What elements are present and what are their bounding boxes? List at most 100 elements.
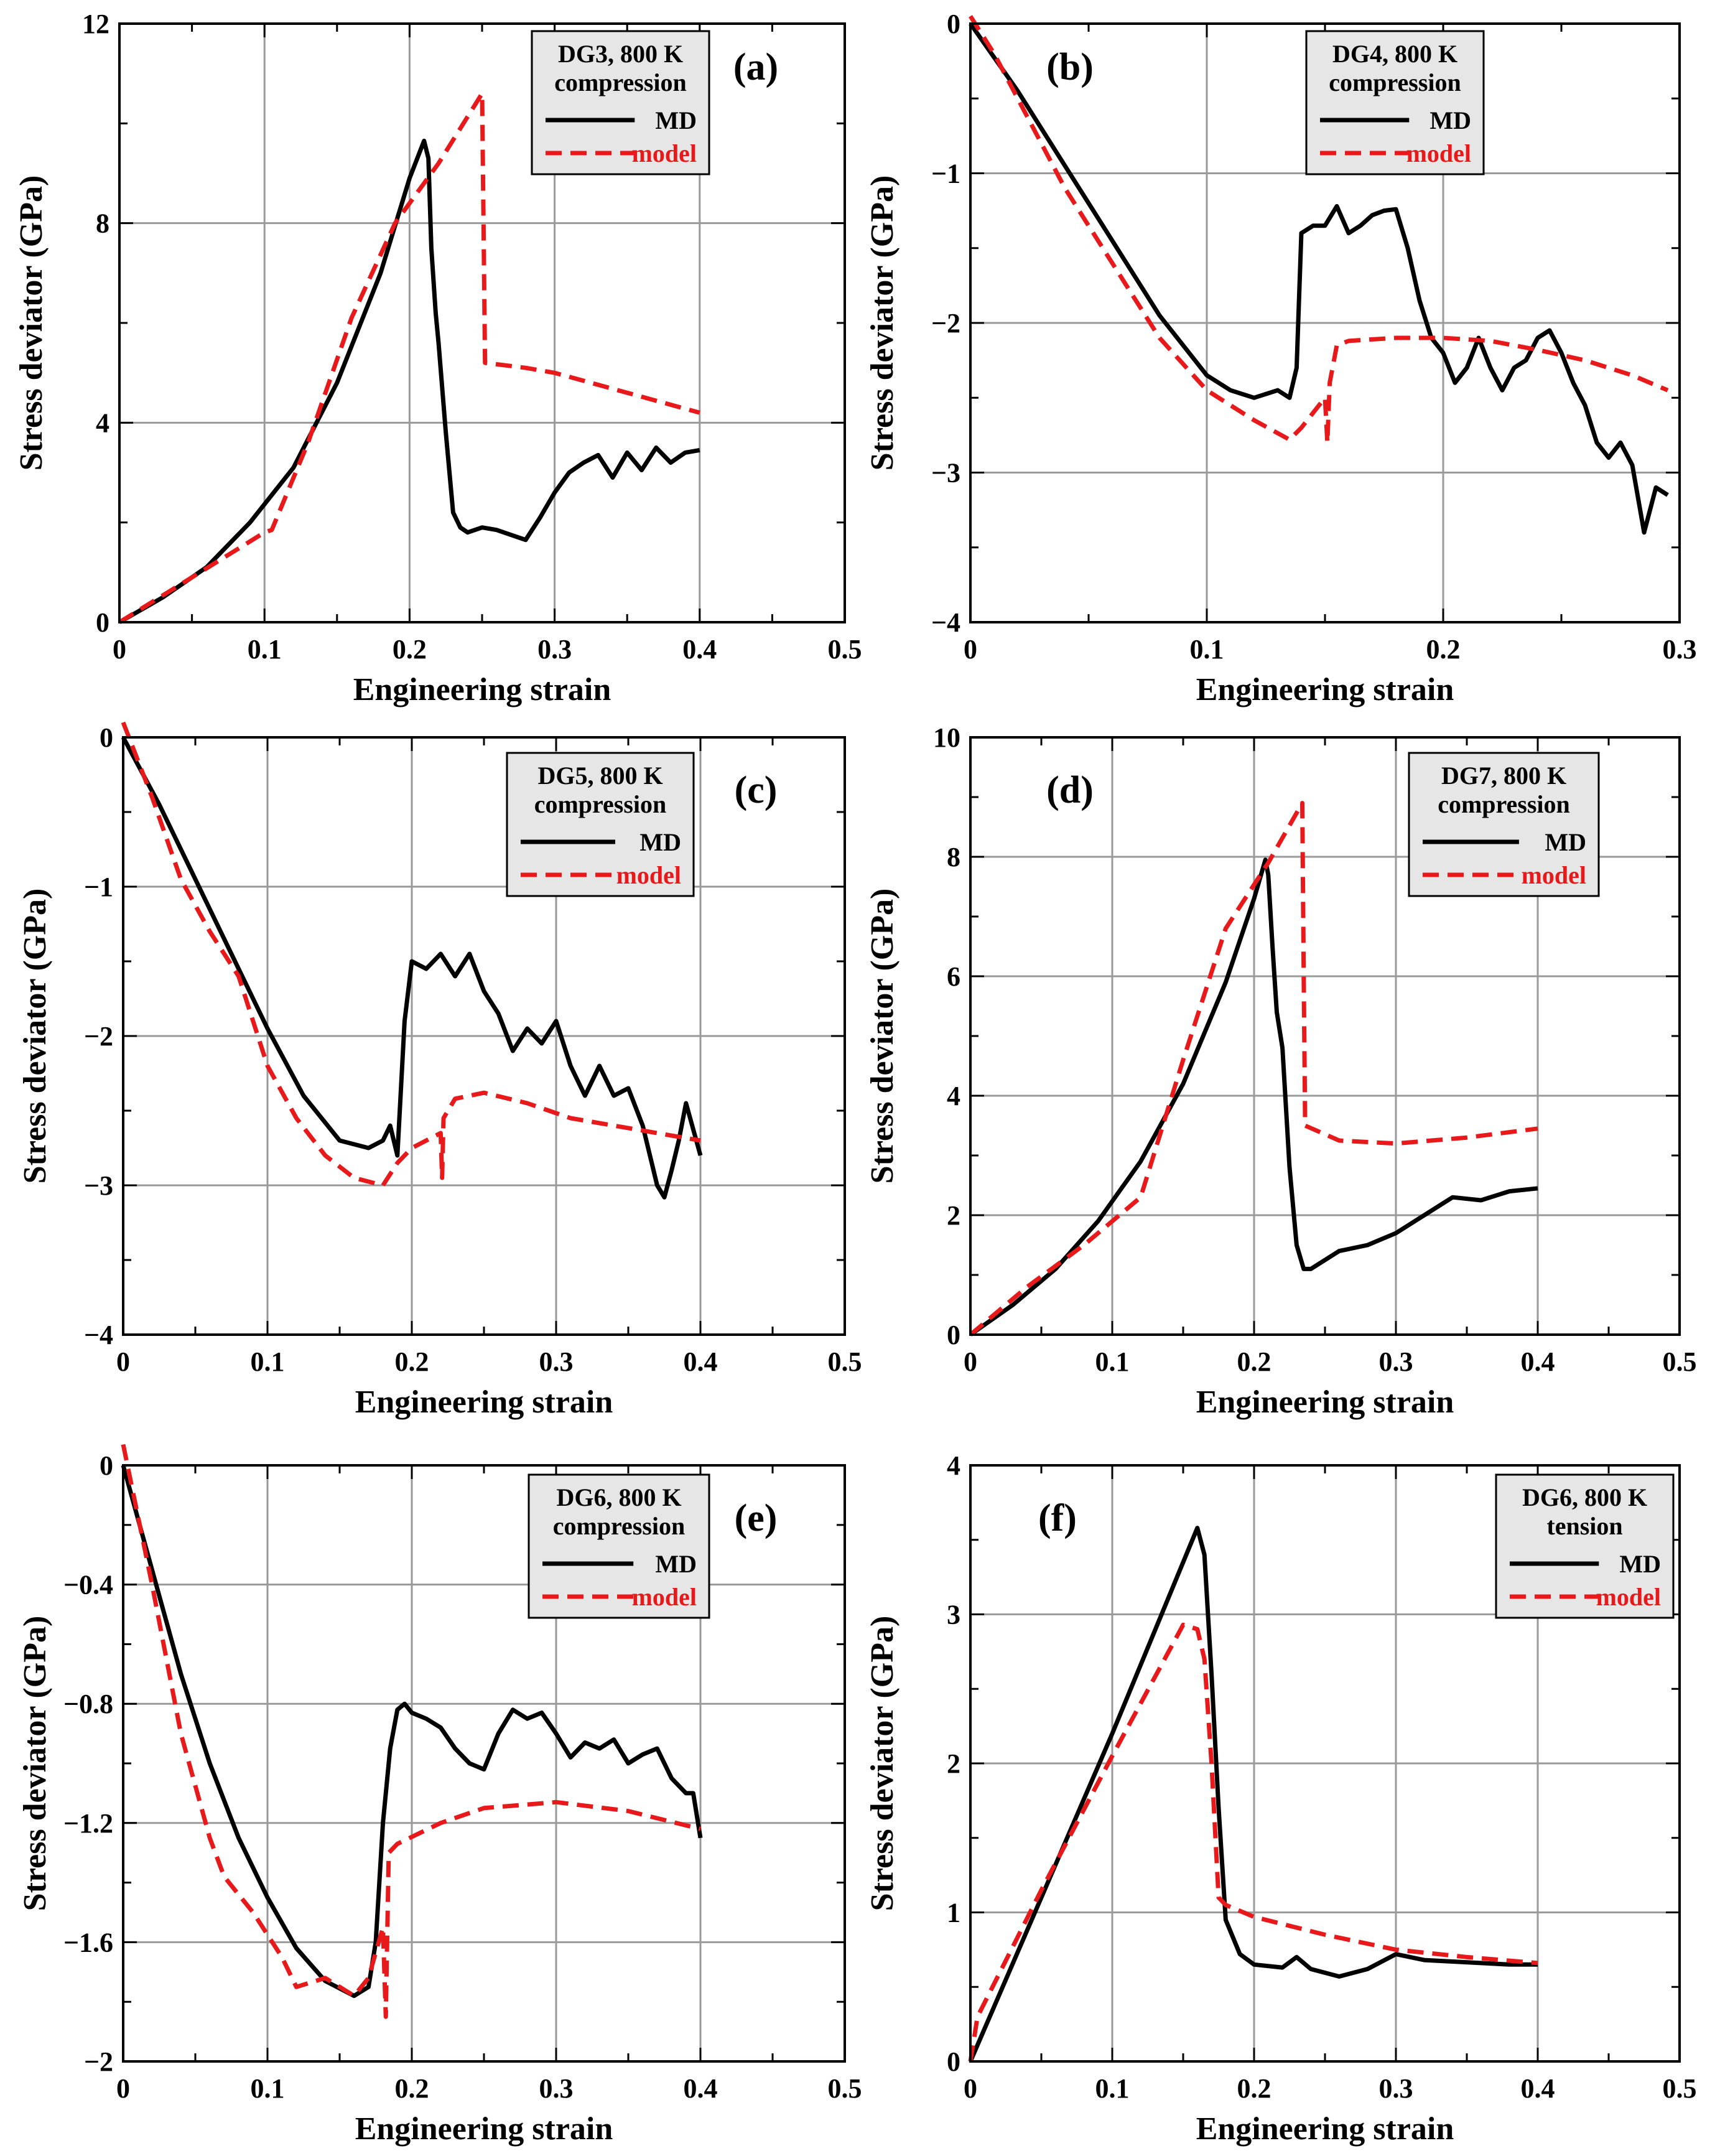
chart-panel-a: 0 0.1 0.2 0.3 0.4 0.5 0 4 8 12 Engineering strain S… bbox=[14, 9, 862, 707]
y-tick-label: −2 bbox=[84, 1021, 113, 1052]
x-tick-label: 0.3 bbox=[539, 1346, 574, 1377]
x-axis-label: Engineering strain bbox=[1196, 672, 1454, 707]
x-axis-label: Engineering strain bbox=[1196, 1384, 1454, 1420]
y-tick-label: −2 bbox=[84, 2046, 113, 2077]
series-model-line bbox=[118, 91, 700, 624]
y-tick-label: 4 bbox=[947, 1450, 960, 1481]
x-axis-label: Engineering strain bbox=[355, 2111, 613, 2147]
y-tick-label: 12 bbox=[82, 9, 109, 39]
panel-label: (d) bbox=[1046, 769, 1094, 811]
plot-frame bbox=[969, 736, 1681, 1336]
chart-panel-d: 0 0.1 0.2 0.3 0.4 0.5 0 2 4 6 8 10 Engineering strai… bbox=[865, 722, 1697, 1420]
x-tick-label: 0.4 bbox=[682, 634, 717, 665]
x-tick-label: 0.2 bbox=[1426, 634, 1461, 665]
legend-md-label: MD bbox=[1545, 828, 1586, 856]
series-model-line bbox=[969, 15, 1669, 445]
plot-area bbox=[119, 24, 845, 622]
x-tick-label: 0.5 bbox=[828, 2073, 862, 2104]
y-tick-label: 1 bbox=[947, 1898, 960, 1928]
panel-label: (f) bbox=[1038, 1497, 1077, 1539]
x-tick-label: 0.5 bbox=[1663, 1346, 1697, 1377]
series-md-line bbox=[121, 736, 703, 1200]
x-tick-label: 0.1 bbox=[248, 634, 282, 665]
x-tick-label: 0.4 bbox=[684, 1346, 718, 1377]
x-tick-label: 0 bbox=[964, 1346, 977, 1377]
plot-frame bbox=[122, 736, 846, 1336]
y-axis-label: Stress deviator (GPa) bbox=[17, 889, 53, 1184]
y-tick-label: −4 bbox=[84, 1320, 113, 1350]
x-tick-label: 0 bbox=[964, 2073, 977, 2104]
legend-model-label: model bbox=[1406, 139, 1471, 167]
y-tick-label: −3 bbox=[931, 458, 960, 488]
y-tick-label: −3 bbox=[84, 1170, 113, 1201]
panel-label: (c) bbox=[735, 769, 778, 811]
series-md-line bbox=[968, 1526, 1538, 2063]
series-model-line bbox=[969, 801, 1538, 1337]
y-axis-label: Stress deviator (GPa) bbox=[14, 175, 49, 471]
x-tick-label: 0 bbox=[116, 1346, 130, 1377]
series-md-line bbox=[121, 1465, 703, 1999]
plot-frame bbox=[969, 1464, 1681, 2063]
legend-md-label: MD bbox=[655, 106, 697, 134]
y-tick-label: −1 bbox=[84, 872, 113, 902]
legend-box bbox=[506, 752, 695, 897]
y-axis-label: Stress deviator (GPa) bbox=[865, 1616, 900, 1911]
x-tick-label: 0.3 bbox=[1379, 1346, 1413, 1377]
legend-title-line1: DG6, 800 K bbox=[1522, 1483, 1647, 1511]
y-tick-label: 8 bbox=[96, 208, 109, 239]
y-tick-label: −1 bbox=[931, 159, 960, 189]
x-tick-label: 0.4 bbox=[1521, 1346, 1555, 1377]
x-tick-label: 0.1 bbox=[1095, 2073, 1130, 2104]
plot-area bbox=[123, 1465, 845, 2061]
legend-title-line1: DG4, 800 K bbox=[1332, 40, 1457, 68]
x-axis-label: Engineering strain bbox=[353, 672, 611, 707]
legend-title-line2: compression bbox=[1438, 790, 1570, 818]
plot-frame bbox=[969, 22, 1681, 623]
y-tick-label: 0 bbox=[947, 1320, 960, 1350]
chart-panel-b: 0 0.1 0.2 0.3 −4 −3 −2 −1 0 Engineering strain Str… bbox=[865, 9, 1697, 707]
chart-panel-f: 0 0.1 0.2 0.3 0.4 0.5 0 1 2 3 4 Engineering strain S… bbox=[865, 1450, 1697, 2147]
y-axis-label: Stress deviator (GPa) bbox=[17, 1616, 53, 1911]
y-tick-label: 2 bbox=[947, 1200, 960, 1231]
legend-title-line2: compression bbox=[534, 790, 667, 818]
y-tick-label: 10 bbox=[933, 722, 960, 753]
y-axis-label: Stress deviator (GPa) bbox=[865, 889, 900, 1184]
x-tick-label: 0 bbox=[116, 2073, 130, 2104]
legend-title-line1: DG3, 800 K bbox=[558, 40, 683, 68]
y-tick-label: 0 bbox=[100, 1450, 113, 1481]
x-tick-label: 0.3 bbox=[537, 634, 572, 665]
y-tick-label: −0.8 bbox=[63, 1689, 113, 1719]
legend-title-line2: compression bbox=[1329, 68, 1461, 96]
legend-box bbox=[531, 30, 710, 175]
x-tick-label: 0.3 bbox=[1663, 634, 1697, 665]
x-tick-label: 0.2 bbox=[395, 2073, 429, 2104]
legend-model-label: model bbox=[632, 1583, 697, 1611]
series-md-line bbox=[118, 138, 700, 625]
legend-model-label: model bbox=[632, 139, 697, 167]
plot-frame bbox=[122, 1464, 846, 2063]
x-tick-label: 0.1 bbox=[251, 1346, 285, 1377]
chart-panel-e: 0 0.1 0.2 0.3 0.4 0.5 −2 −1.6 −1.2 −0.8 −0.4 0 Engin… bbox=[17, 1444, 862, 2147]
y-tick-label: 8 bbox=[947, 842, 960, 872]
y-tick-label: 0 bbox=[96, 607, 109, 638]
y-tick-label: 0 bbox=[947, 9, 960, 39]
x-tick-label: 0 bbox=[113, 634, 126, 665]
series-md-line bbox=[969, 857, 1538, 1337]
x-tick-label: 0.4 bbox=[684, 2073, 718, 2104]
series-model-line bbox=[121, 1444, 701, 2019]
y-axis-label: Stress deviator (GPa) bbox=[865, 175, 900, 471]
panel-label: (e) bbox=[735, 1497, 778, 1539]
x-tick-label: 0.2 bbox=[1237, 2073, 1271, 2104]
legend-title-line1: DG6, 800 K bbox=[556, 1483, 681, 1511]
legend-model-label: model bbox=[616, 861, 681, 889]
x-axis-label: Engineering strain bbox=[355, 1384, 613, 1420]
legend-md-label: MD bbox=[1619, 1550, 1661, 1578]
x-tick-label: 0.4 bbox=[1521, 2073, 1555, 2104]
plot-frame bbox=[118, 22, 846, 623]
series-md-line bbox=[969, 22, 1669, 535]
x-tick-label: 0.1 bbox=[1095, 1346, 1130, 1377]
